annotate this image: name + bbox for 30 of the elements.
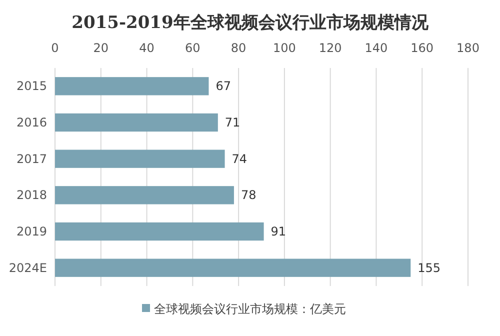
y-tick-label: 2016 [16, 116, 47, 130]
y-tick-label: 2019 [16, 224, 47, 238]
data-label: 71 [224, 116, 240, 130]
x-tick-label: 160 [410, 41, 434, 55]
bar [55, 186, 234, 204]
data-label: 78 [240, 188, 256, 202]
x-tick-label: 100 [272, 41, 296, 55]
data-label: 67 [216, 79, 232, 94]
x-tick-label: 20 [93, 41, 109, 55]
x-tick-label: 60 [185, 41, 200, 55]
x-tick-label: 140 [364, 41, 388, 55]
x-tick-label: 0 [51, 41, 59, 55]
bar [55, 258, 411, 277]
x-tick-label: 120 [318, 41, 342, 55]
y-tick-label: 2018 [16, 188, 47, 202]
x-tick-label: 80 [230, 41, 246, 55]
x-tick-label: 180 [456, 41, 480, 55]
y-tick-label: 2015 [16, 79, 47, 94]
legend-label: 全球视频会议行业市场规模：亿美元 [154, 302, 346, 316]
x-tick-label: 40 [139, 41, 154, 55]
bar [55, 113, 218, 132]
data-label: 74 [232, 152, 248, 166]
bar [55, 150, 225, 168]
chart-title: 2015-2019年全球视频会议行业市场规模情况 [72, 13, 430, 33]
data-label: 155 [418, 260, 441, 275]
y-tick-label: 2017 [16, 152, 47, 166]
bar [55, 222, 264, 241]
bar [55, 77, 209, 96]
data-label: 91 [270, 224, 286, 238]
y-tick-label: 2024E [8, 260, 47, 275]
